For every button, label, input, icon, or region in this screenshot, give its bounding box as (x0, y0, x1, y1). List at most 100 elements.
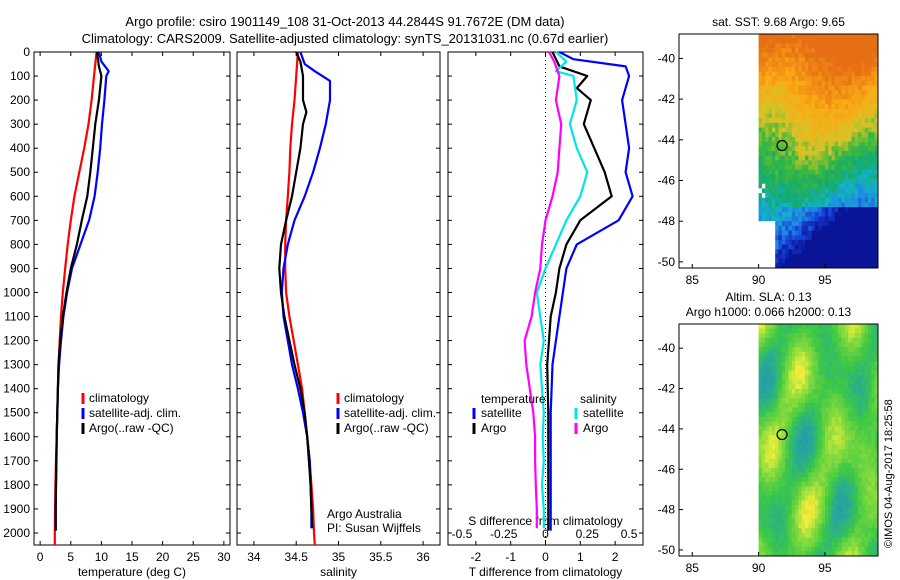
map-cell (818, 76, 823, 82)
map-cell (848, 99, 852, 105)
map-cell (795, 551, 799, 557)
map-cell (758, 523, 763, 529)
map-cell (874, 546, 879, 552)
map-cell (834, 551, 839, 557)
map-cell (844, 146, 849, 152)
map-cell (861, 169, 866, 175)
map-cell (848, 365, 852, 371)
map-cell (798, 174, 803, 180)
map-cell (851, 407, 856, 413)
map-cell (858, 435, 862, 441)
map-cell (801, 467, 806, 473)
map-cell (791, 76, 796, 82)
map-cell (818, 71, 823, 77)
map-cell (854, 66, 859, 72)
map-cell (861, 463, 866, 469)
map-cell (765, 80, 769, 86)
map-cell (791, 463, 796, 469)
map-cell (874, 407, 879, 413)
map-cell (864, 90, 869, 96)
map-cell (834, 132, 839, 138)
map-cell (771, 193, 776, 199)
map-cell (851, 225, 856, 231)
map-cell (844, 421, 849, 427)
map-cell (828, 532, 832, 538)
map-cell (765, 532, 769, 538)
map-cell (854, 52, 859, 58)
map-cell (861, 57, 866, 63)
map-cell (858, 486, 862, 492)
map-cell (781, 426, 786, 432)
map-cell (795, 328, 799, 334)
temperature-xtick-label: 20 (156, 550, 170, 564)
map-cell (778, 174, 783, 180)
map-cell (858, 62, 862, 68)
map-cell (854, 253, 859, 260)
map-cell (864, 356, 869, 362)
map-cell (841, 481, 846, 487)
map-cell (788, 48, 793, 54)
map-cell (791, 412, 796, 418)
map-cell (831, 235, 836, 241)
map-cell (868, 132, 872, 138)
map-cell (838, 122, 842, 128)
map-cell (828, 141, 832, 147)
map-cell (848, 94, 852, 100)
map-cell (844, 509, 849, 515)
map-cell (874, 351, 879, 357)
map-cell (765, 85, 769, 91)
map-cell (868, 477, 872, 483)
map-cell (864, 174, 869, 180)
map-cell (765, 370, 769, 376)
map-cell (778, 253, 783, 260)
map-cell (788, 136, 793, 143)
map-cell (854, 38, 859, 44)
map-cell (861, 90, 866, 96)
map-cell (858, 351, 862, 357)
map-cell (765, 62, 769, 68)
map-cell (798, 467, 803, 473)
map-cell (868, 258, 872, 264)
map-cell (871, 146, 876, 152)
map-cell (854, 155, 859, 161)
map-cell (775, 235, 779, 241)
map-cell (771, 546, 776, 552)
map-cell (848, 188, 852, 194)
map-cell (814, 193, 819, 199)
map-cell (811, 379, 816, 385)
map-cell (874, 375, 879, 381)
map-cell (795, 435, 799, 441)
map-cell (791, 113, 796, 119)
map-cell (768, 118, 773, 124)
map-cell (854, 504, 859, 510)
map-cell (798, 253, 803, 260)
map-cell (771, 388, 776, 394)
map-cell (854, 225, 859, 231)
map-cell (795, 225, 799, 231)
map-cell (811, 207, 816, 213)
map-cell (828, 188, 832, 194)
map-cell (871, 551, 876, 557)
map-cell (824, 495, 829, 501)
map-cell (801, 66, 806, 72)
map-cell (824, 337, 829, 343)
map-cell (814, 141, 819, 147)
map-cell (778, 426, 783, 432)
map-cell (861, 146, 866, 152)
map-cell (778, 235, 783, 241)
map-cell (824, 481, 829, 487)
map-cell (831, 258, 836, 264)
map-cell (851, 444, 856, 450)
map-cell (811, 99, 816, 105)
map-cell (761, 151, 766, 157)
map-cell (805, 379, 809, 385)
depth-tick-label: 0 (23, 45, 30, 59)
map-cell (854, 85, 859, 91)
map-cell (838, 230, 842, 236)
map-cell (864, 467, 869, 473)
map-cell (778, 430, 783, 436)
map-cell (824, 440, 829, 446)
map-cell (771, 99, 776, 105)
map-cell (778, 207, 783, 213)
map-cell (848, 132, 852, 138)
